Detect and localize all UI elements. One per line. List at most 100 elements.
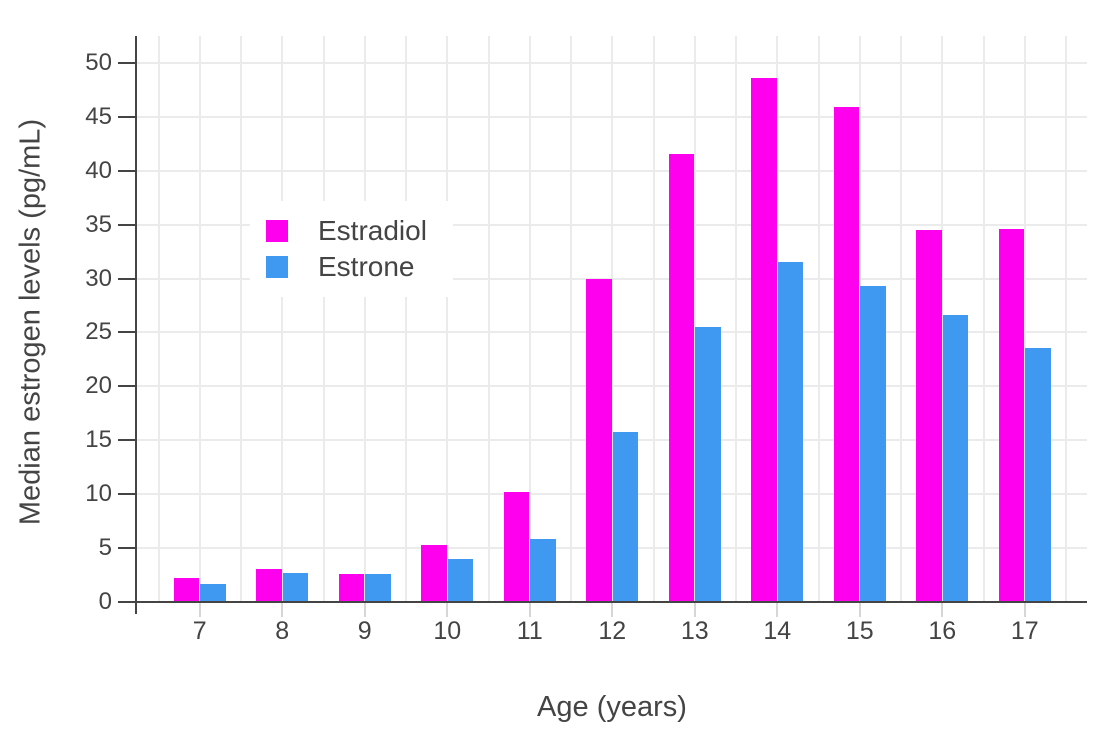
x-tick-label-9: 9	[357, 617, 372, 645]
y-tick-label-30: 30	[85, 264, 112, 292]
x-gridline	[652, 36, 655, 602]
x-tick-label-17: 17	[1010, 617, 1039, 645]
bar-estradiol-age-15	[833, 107, 860, 602]
y-tick-label-25: 25	[85, 318, 112, 346]
y-tick-20	[118, 385, 136, 388]
x-gridline	[446, 36, 449, 602]
bar-estradiol-age-8	[256, 568, 282, 602]
y-tick-label-50: 50	[85, 48, 112, 76]
bar-estrone-age-17	[1025, 347, 1051, 602]
bar-estradiol-age-17	[998, 228, 1025, 602]
x-tick-14	[776, 603, 779, 617]
x-gridline	[363, 36, 366, 602]
x-gridline	[982, 36, 985, 602]
bar-estradiol-age-12	[586, 278, 612, 602]
x-tick-17	[1023, 603, 1026, 617]
y-tick-label-0: 0	[98, 588, 112, 615]
x-tick-label-10: 10	[433, 617, 462, 645]
x-tick-label-11: 11	[516, 617, 543, 645]
legend-label-estrone: Estrone	[318, 251, 415, 282]
estradiol-swatch-icon	[266, 220, 288, 242]
x-gridline	[281, 36, 284, 602]
x-gridline	[570, 36, 572, 602]
y-tick-0	[118, 601, 136, 603]
bar-estradiol-age-10	[421, 544, 447, 602]
x-gridline	[611, 36, 614, 602]
y-tick-35	[118, 223, 136, 226]
bar-estradiol-age-14	[751, 78, 777, 602]
x-gridline	[487, 36, 490, 602]
x-gridline	[1023, 36, 1026, 602]
x-tick-8	[281, 603, 284, 617]
x-axis-line	[137, 601, 1087, 603]
x-tick-label-13: 13	[680, 617, 709, 645]
y-tick-5	[118, 547, 136, 550]
y-tick-label-20: 20	[85, 372, 112, 400]
x-gridline	[941, 36, 944, 602]
y-tick-label-15: 15	[85, 426, 112, 454]
x-tick-label-8: 8	[275, 617, 290, 645]
x-tick-label-15: 15	[845, 617, 874, 645]
estrone-swatch-icon	[266, 256, 288, 278]
x-tick-7	[198, 603, 201, 617]
y-tick-label-45: 45	[85, 102, 112, 130]
bar-estrone-age-10	[447, 558, 474, 602]
y-tick-15	[118, 439, 136, 442]
bar-estrone-age-7	[200, 583, 226, 602]
bar-estradiol-age-13	[668, 153, 695, 602]
x-tick-12	[611, 603, 614, 617]
x-gridline	[817, 36, 820, 602]
bar-estrone-age-11	[530, 539, 556, 602]
bar-estradiol-age-11	[503, 492, 530, 602]
x-tick-9	[363, 603, 366, 617]
y-tick-label-40: 40	[85, 156, 112, 184]
x-gridline	[322, 36, 325, 602]
x-tick-label-16: 16	[928, 617, 957, 645]
x-gridline	[240, 36, 242, 602]
x-gridline	[776, 36, 779, 602]
x-tick-label-7: 7	[192, 617, 207, 645]
y-tick-label-5: 5	[98, 534, 112, 562]
bar-estrone-age-16	[942, 315, 969, 602]
y-tick-label-10: 10	[85, 480, 112, 508]
legend-item-estrone[interactable]: Estrone	[266, 249, 427, 285]
plot-area	[137, 36, 1087, 602]
legend-label-estradiol: Estradiol	[318, 215, 427, 246]
x-tick-10	[446, 603, 449, 617]
bar-estrone-age-14	[777, 262, 804, 602]
bar-estradiol-age-16	[916, 230, 942, 602]
x-tick-label-14: 14	[763, 617, 792, 645]
bar-estrone-age-12	[612, 431, 639, 602]
x-tick-16	[941, 603, 944, 617]
x-gridline	[900, 36, 902, 602]
x-tick-15	[858, 603, 861, 617]
bar-estradiol-age-7	[173, 578, 200, 602]
y-tick-40	[118, 169, 136, 172]
x-gridline	[157, 36, 160, 602]
y-tick-30	[118, 277, 136, 280]
y-tick-10	[118, 493, 136, 496]
x-gridline	[858, 36, 861, 602]
bar-estradiol-age-9	[338, 573, 365, 602]
y-tick-label-35: 35	[85, 210, 112, 238]
x-gridline	[735, 36, 737, 602]
bar-estrone-age-9	[365, 573, 391, 602]
y-tick-25	[118, 331, 136, 334]
x-axis-title: Age (years)	[537, 691, 687, 723]
legend-item-estradiol[interactable]: Estradiol	[266, 213, 427, 249]
y-axis-line	[135, 36, 137, 614]
x-gridline	[528, 36, 531, 602]
bar-estrone-age-13	[695, 327, 721, 602]
x-tick-11	[528, 603, 531, 617]
y-tick-50	[118, 61, 136, 64]
x-gridline	[693, 36, 696, 602]
x-tick-label-12: 12	[598, 617, 627, 645]
bar-estrone-age-15	[860, 286, 886, 602]
bar-estrone-age-8	[282, 572, 309, 602]
y-tick-45	[118, 115, 136, 118]
x-gridline	[405, 36, 407, 602]
legend: Estradiol Estrone	[250, 201, 453, 297]
x-gridline	[198, 36, 201, 602]
x-tick-13	[693, 603, 696, 617]
